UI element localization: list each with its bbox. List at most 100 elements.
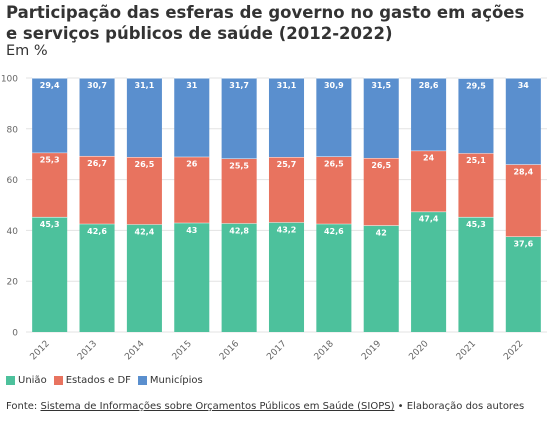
x-tick-label: 2012 bbox=[29, 339, 52, 362]
data-label: 42,6 bbox=[87, 227, 107, 236]
legend-item: União bbox=[6, 375, 47, 386]
bar-segment bbox=[411, 78, 447, 151]
bar-segment bbox=[316, 78, 352, 157]
data-label: 26,5 bbox=[135, 160, 155, 169]
legend-label: Estados e DF bbox=[65, 375, 131, 386]
data-label: 30,7 bbox=[87, 81, 107, 90]
data-label: 43 bbox=[186, 226, 197, 235]
x-tick-label: 2016 bbox=[218, 339, 241, 362]
chart-subtitle: Em % bbox=[6, 43, 48, 59]
bar-segment bbox=[32, 152, 68, 217]
data-label: 31,1 bbox=[135, 81, 155, 90]
bar-segment bbox=[505, 236, 541, 332]
bar-segment bbox=[268, 222, 305, 332]
bar-segment bbox=[174, 78, 210, 157]
stacked-bar-chart: 0 20 40 60 80 100 45,3 25,3 29,4 2012 42,6 26,7 30,7… bbox=[1, 75, 547, 362]
bar-segment bbox=[221, 158, 257, 224]
data-label: 42,8 bbox=[229, 226, 249, 235]
x-tick-label: 2015 bbox=[171, 339, 194, 362]
bar-segment bbox=[411, 150, 447, 212]
bar-segment bbox=[221, 78, 257, 159]
x-tick-label: 2019 bbox=[360, 339, 383, 362]
y-tick-label: 0 bbox=[12, 329, 18, 339]
bar-segment bbox=[363, 78, 399, 159]
y-tick-label: 60 bbox=[7, 176, 19, 186]
data-label: 29,4 bbox=[40, 81, 60, 90]
legend-label: Municípios bbox=[149, 375, 203, 386]
data-label: 29,5 bbox=[466, 81, 486, 90]
legend-label: União bbox=[18, 375, 47, 386]
source-prefix: Fonte: bbox=[6, 401, 41, 412]
legend-swatch bbox=[137, 376, 147, 385]
bar-segment bbox=[411, 211, 447, 332]
data-label: 26,5 bbox=[371, 161, 391, 170]
bar-segment bbox=[316, 223, 352, 332]
bar-segment bbox=[126, 156, 162, 225]
data-label: 45,3 bbox=[466, 220, 486, 229]
data-label: 37,6 bbox=[513, 239, 533, 248]
data-label: 34 bbox=[518, 81, 530, 90]
data-label: 31 bbox=[186, 81, 198, 90]
x-tick-label: 2022 bbox=[502, 339, 525, 362]
data-label: 26,7 bbox=[87, 159, 107, 168]
data-label: 28,4 bbox=[513, 167, 533, 176]
legend-swatch bbox=[6, 376, 15, 385]
bar-segment bbox=[505, 164, 541, 237]
bar-segment bbox=[174, 222, 210, 332]
data-label: 25,1 bbox=[466, 156, 486, 165]
data-label: 47,4 bbox=[419, 215, 439, 224]
data-label: 25,5 bbox=[229, 162, 249, 171]
data-label: 25,3 bbox=[40, 156, 60, 165]
x-tick-label: 2013 bbox=[76, 339, 99, 362]
bar-segment bbox=[458, 153, 494, 217]
bar-segment bbox=[79, 78, 115, 156]
source-link[interactable]: Sistema de Informações sobre Orçamentos … bbox=[40, 401, 395, 412]
legend-item: Estados e DF bbox=[53, 375, 131, 386]
data-label: 25,7 bbox=[277, 160, 297, 169]
data-label: 31,7 bbox=[229, 81, 249, 90]
bar-segment bbox=[174, 156, 210, 223]
bar-segment bbox=[363, 225, 399, 332]
data-label: 26,5 bbox=[324, 159, 344, 168]
source-suffix: • Elaboração dos autores bbox=[394, 401, 525, 412]
x-tick-label: 2017 bbox=[265, 339, 288, 362]
bar-segment bbox=[32, 78, 68, 153]
source-note: Fonte: Sistema de Informações sobre Orça… bbox=[6, 401, 524, 412]
bar-segment bbox=[221, 223, 257, 332]
x-tick-label: 2018 bbox=[313, 339, 336, 362]
bar-segment bbox=[79, 223, 115, 332]
legend-item: Municípios bbox=[137, 375, 203, 386]
bar-segment bbox=[505, 78, 541, 165]
y-tick-label: 100 bbox=[1, 75, 18, 85]
bar-segment bbox=[126, 78, 162, 157]
y-tick-label: 20 bbox=[7, 278, 19, 288]
legend: União Estados e DF Municípios bbox=[6, 375, 210, 386]
bar-segment bbox=[458, 78, 494, 154]
bar-segment bbox=[126, 224, 162, 332]
x-tick-label: 2021 bbox=[455, 339, 478, 362]
bar-segment bbox=[268, 78, 305, 157]
bar-segment bbox=[79, 155, 115, 224]
data-label: 26 bbox=[186, 160, 198, 169]
y-tick-label: 80 bbox=[7, 125, 19, 135]
data-label: 31,5 bbox=[371, 81, 391, 90]
data-label: 30,9 bbox=[324, 81, 344, 90]
bar-segment bbox=[316, 156, 352, 224]
bar-segment bbox=[32, 216, 68, 332]
x-tick-label: 2020 bbox=[407, 339, 430, 362]
bar-segment bbox=[268, 156, 305, 223]
data-label: 24 bbox=[423, 154, 435, 163]
data-label: 45,3 bbox=[40, 220, 60, 229]
bar-segment bbox=[458, 216, 494, 332]
y-tick-label: 40 bbox=[7, 227, 19, 237]
data-label: 43,2 bbox=[277, 225, 297, 234]
data-label: 31,1 bbox=[277, 81, 297, 90]
data-label: 42,4 bbox=[135, 227, 155, 236]
x-tick-label: 2014 bbox=[123, 339, 146, 362]
data-label: 42,6 bbox=[324, 227, 344, 236]
chart-title: Participação das esferas de governo no g… bbox=[6, 3, 525, 43]
data-label: 42 bbox=[376, 228, 387, 237]
legend-swatch bbox=[53, 376, 63, 385]
data-label: 28,6 bbox=[419, 81, 439, 90]
bar-segment bbox=[363, 158, 399, 226]
